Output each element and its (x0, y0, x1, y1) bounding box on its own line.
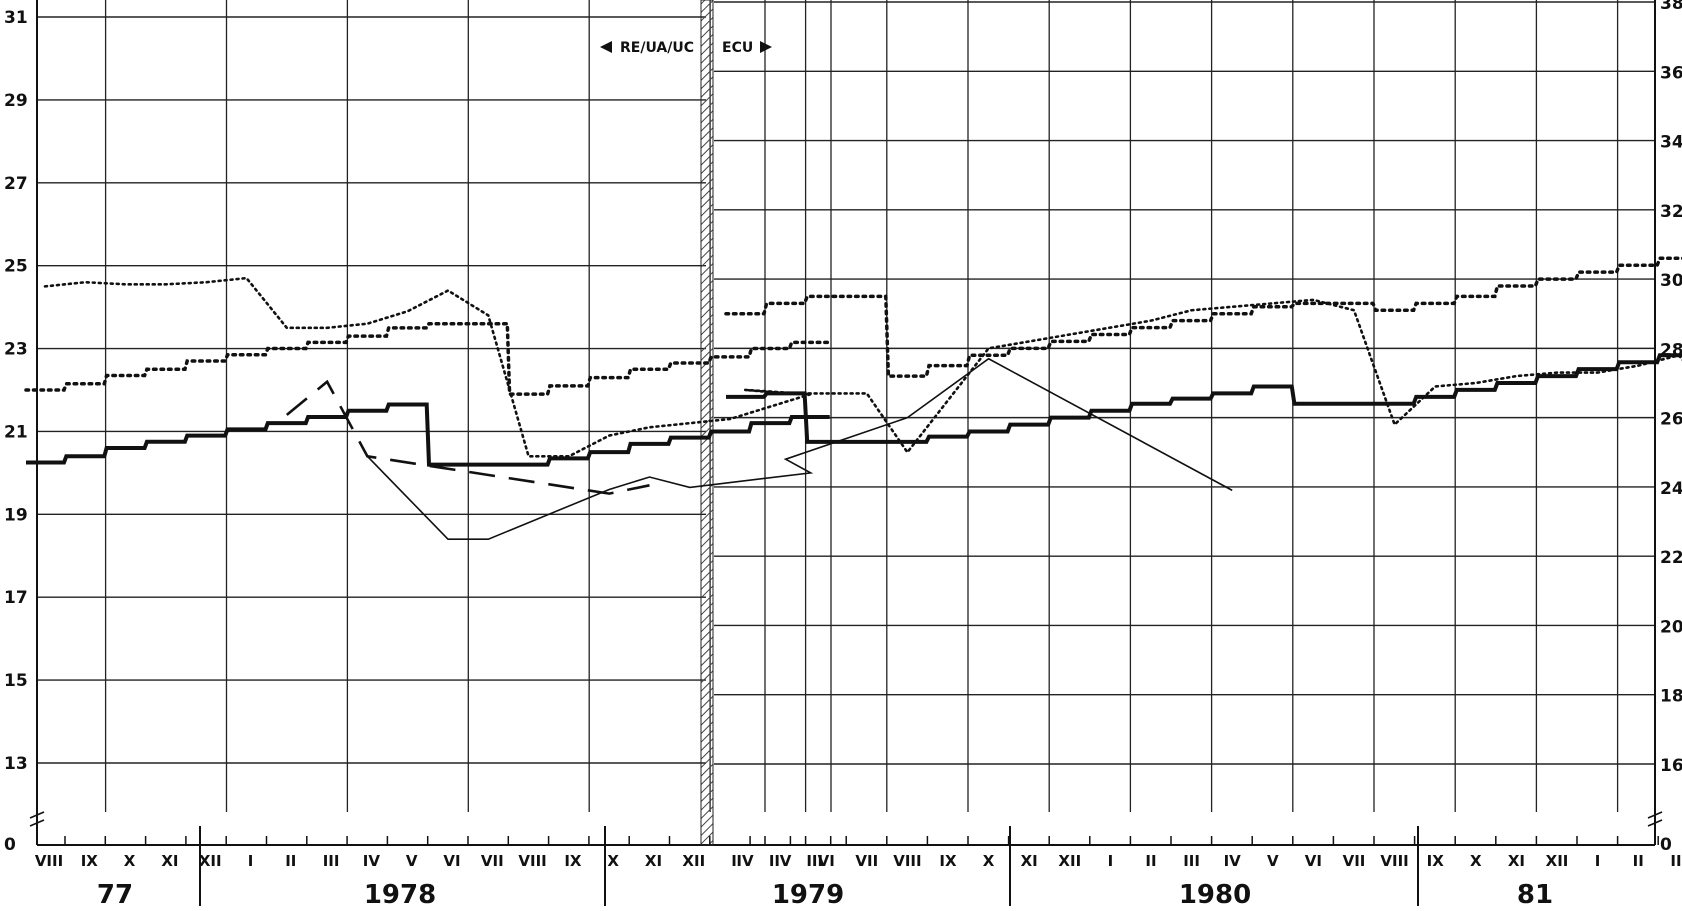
month-label: III (323, 852, 340, 870)
month-label: II (1145, 852, 1156, 870)
month-label: V (780, 852, 792, 870)
year-label: 1978 (364, 880, 436, 910)
month-label: VIII (35, 852, 63, 870)
month-label: X (124, 852, 136, 870)
line-dashed (285, 379, 650, 495)
y-tick-label-left: 0 (4, 835, 16, 855)
month-label: VI (818, 852, 835, 870)
month-label: I (731, 852, 737, 870)
month-label: VIII (518, 852, 546, 870)
y-tick-label-right: 0 (1660, 835, 1672, 855)
month-label: I (1108, 852, 1114, 870)
y-tick-label-left: 13 (4, 754, 28, 774)
y-tick-label-left: 17 (4, 588, 28, 608)
y-tick-label-left: 19 (4, 505, 28, 525)
y-tick-label-left: 25 (4, 257, 28, 277)
month-label: XII (682, 852, 705, 870)
month-label: II (769, 852, 780, 870)
month-label: X (1470, 852, 1482, 870)
series-thin (366, 357, 1233, 540)
month-label: VIII (1380, 852, 1408, 870)
month-label: VII (855, 852, 878, 870)
series-dashed (285, 379, 650, 495)
month-label: IV (736, 852, 754, 870)
month-label: II (1633, 852, 1644, 870)
y-tick-label-left: 23 (4, 340, 28, 360)
y-tick-label-right: 30 (1660, 271, 1682, 291)
y-tick-label-left: 29 (4, 91, 28, 111)
y-tick-label-right: 22 (1660, 548, 1682, 568)
month-label: IX (81, 852, 99, 870)
month-label: IV (1224, 852, 1242, 870)
month-label: I (1595, 852, 1601, 870)
hatched-separator (700, 0, 714, 846)
month-label: XI (1508, 852, 1525, 870)
axes (29, 0, 1663, 906)
y-tick-label-left: 21 (4, 422, 28, 442)
month-label: X (983, 852, 995, 870)
y-tick-label-right: 24 (1660, 479, 1682, 499)
month-label: III (1670, 852, 1682, 870)
month-label: X (607, 852, 619, 870)
y-tick-label-left: 31 (4, 8, 28, 28)
month-label: IX (939, 852, 957, 870)
month-label: III (1183, 852, 1200, 870)
month-label: VIII (893, 852, 921, 870)
unit-label-right: ECU (722, 40, 753, 56)
axis-labels: 31 29 27 25 23 21 19 17 15 13 0 38 36 34 32 30 28 26 24 22 2… (4, 0, 1682, 910)
month-label: XI (645, 852, 662, 870)
month-label: V (406, 852, 418, 870)
month-label: VI (1305, 852, 1322, 870)
series-dotted-step (24, 256, 1682, 396)
year-label: 81 (1517, 880, 1553, 910)
y-tick-label-right: 28 (1660, 340, 1682, 360)
year-label: 1979 (772, 880, 844, 910)
month-label: VI (443, 852, 460, 870)
y-tick-label-right: 18 (1660, 687, 1682, 707)
month-label: XII (199, 852, 222, 870)
month-label: XII (1546, 852, 1569, 870)
unit-label-left: RE/UA/UC (620, 40, 694, 56)
month-label: VII (481, 852, 504, 870)
step-line-solid (26, 353, 1682, 467)
month-label: XI (1021, 852, 1038, 870)
line-thin (366, 357, 1233, 540)
axis-break-left (29, 811, 45, 827)
year-label: 77 (97, 880, 133, 910)
year-label: 1980 (1179, 880, 1251, 910)
y-tick-label-left: 27 (4, 174, 28, 194)
month-label: XI (161, 852, 178, 870)
axis-break-right (1647, 811, 1663, 827)
month-label: IX (564, 852, 582, 870)
month-label: IV (363, 852, 381, 870)
month-label: III (806, 852, 823, 870)
arrow-left-icon (600, 41, 612, 53)
series-thick-step (26, 353, 1682, 467)
gridlines (37, 0, 1655, 812)
y-tick-label-right: 16 (1660, 756, 1682, 776)
month-label: VII (1343, 852, 1366, 870)
y-tick-label-left: 15 (4, 671, 28, 691)
y-tick-label-right: 20 (1660, 617, 1682, 637)
y-tick-label-right: 26 (1660, 410, 1682, 430)
month-label: V (1267, 852, 1279, 870)
step-line-dotted (24, 256, 1682, 396)
month-label: IX (1427, 852, 1445, 870)
arrow-right-icon (760, 41, 772, 53)
month-label: XII (1058, 852, 1081, 870)
month-label: II (285, 852, 296, 870)
data-series (24, 256, 1682, 540)
y-tick-label-right: 38 (1660, 0, 1682, 14)
y-tick-label-right: 34 (1660, 133, 1682, 153)
y-tick-label-right: 36 (1660, 63, 1682, 83)
month-label: I (248, 852, 254, 870)
y-tick-label-right: 32 (1660, 202, 1682, 222)
